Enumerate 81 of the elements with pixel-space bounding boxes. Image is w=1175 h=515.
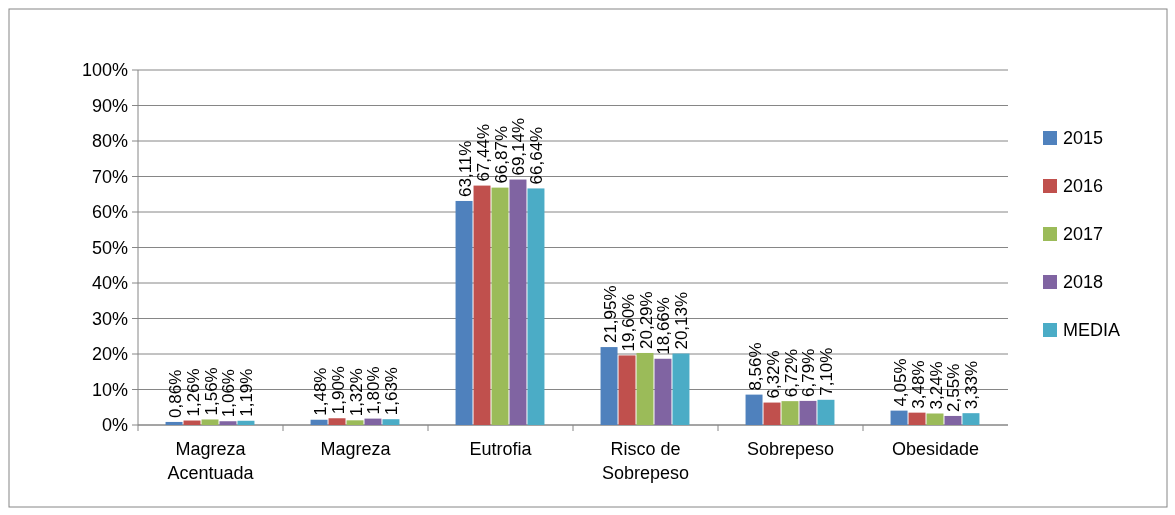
data-label: 3,24% (926, 361, 946, 410)
bar (328, 418, 346, 425)
data-label: 3,48% (908, 360, 928, 409)
data-label: 1,19% (237, 368, 257, 417)
bar (817, 399, 835, 425)
data-label: 3,33% (962, 360, 982, 410)
data-label: 8,56% (745, 342, 765, 391)
y-tick-label: 0% (101, 415, 128, 436)
data-label: 66,64% (527, 126, 547, 185)
bar (382, 419, 400, 425)
y-tick-label: 60% (91, 202, 128, 223)
bar (165, 421, 183, 425)
bar (618, 355, 636, 425)
bar (799, 400, 817, 425)
data-label: 6,72% (781, 348, 801, 398)
bar (781, 401, 799, 425)
bar (491, 187, 509, 425)
bar (672, 353, 690, 425)
y-tick-label: 100% (81, 60, 128, 81)
data-label: 18,66% (654, 297, 674, 355)
data-label: 1,80% (364, 366, 384, 415)
x-tick-label: Sobrepeso (746, 439, 835, 459)
bar (509, 179, 527, 425)
data-label: 1,32% (346, 368, 366, 417)
bar (654, 358, 672, 425)
data-label: 1,56% (201, 367, 221, 416)
bar (926, 413, 944, 425)
x-tick-label: Magreza (320, 439, 392, 459)
bar (745, 394, 763, 425)
data-label: 21,95% (600, 285, 620, 344)
y-tick-label: 70% (91, 166, 128, 187)
data-label: 1,63% (382, 367, 402, 416)
bar (636, 352, 654, 425)
data-label: 1,26% (183, 368, 203, 417)
y-tick-label: 80% (91, 131, 128, 152)
bar (473, 185, 491, 425)
data-label: 7,10% (817, 347, 837, 396)
bar (527, 188, 545, 425)
data-label: 1,48% (310, 367, 330, 416)
bar (364, 418, 382, 425)
x-tick-label: Obesidade (891, 439, 980, 459)
bar (890, 410, 908, 425)
bar (908, 412, 926, 425)
x-tick-label: Eutrofia (469, 439, 533, 459)
bar (219, 421, 237, 425)
data-label: 67,44% (473, 123, 493, 182)
y-tick-label: 30% (91, 308, 128, 329)
data-label: 20,13% (672, 291, 692, 350)
legend-label: 2016 (1063, 176, 1104, 197)
x-tick-label: Magreza Acentuada (167, 439, 255, 483)
y-tick-label: 50% (91, 237, 128, 258)
legend-label: 2015 (1063, 128, 1104, 149)
bar (962, 413, 980, 425)
bar (201, 419, 219, 425)
y-tick-label: 90% (91, 95, 128, 116)
y-tick-label: 20% (91, 344, 128, 365)
legend-label: 2018 (1063, 272, 1104, 293)
bar (346, 420, 364, 425)
legend-label: 2017 (1063, 224, 1104, 245)
bar (237, 420, 255, 425)
data-label: 6,79% (799, 348, 819, 397)
data-label: 66,87% (491, 125, 511, 184)
x-tick-label: Risco de Sobrepeso (601, 439, 690, 483)
bar (600, 347, 618, 425)
bar (455, 200, 473, 425)
y-tick-label: 40% (91, 273, 128, 294)
data-label: 2,55% (944, 363, 964, 412)
data-label: 19,60% (618, 293, 638, 352)
bar (310, 419, 328, 425)
data-label: 4,05% (890, 358, 910, 407)
data-label: 63,11% (455, 140, 475, 197)
data-label: 6,32% (763, 350, 783, 399)
data-label: 20,29% (636, 291, 656, 349)
legend-label: MEDIA (1063, 320, 1121, 341)
bar (763, 402, 781, 425)
data-label: 0,86% (165, 369, 185, 418)
data-label: 1,06% (219, 369, 239, 418)
data-label: 1,90% (328, 366, 348, 415)
bar (944, 415, 962, 425)
y-tick-label: 10% (91, 379, 128, 400)
data-label: 69,14% (509, 117, 529, 176)
